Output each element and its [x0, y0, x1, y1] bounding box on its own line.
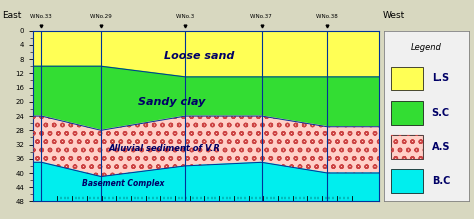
Text: W.No.37: W.No.37: [250, 14, 273, 19]
Text: W.No.3: W.No.3: [176, 14, 195, 19]
Text: East: East: [2, 11, 21, 20]
Bar: [391, 135, 423, 159]
Text: B.C: B.C: [432, 176, 450, 186]
Bar: [391, 67, 423, 90]
Text: W.No.29: W.No.29: [90, 14, 112, 19]
Polygon shape: [33, 66, 379, 130]
Polygon shape: [33, 31, 379, 77]
Bar: [391, 135, 423, 159]
Text: S.C: S.C: [432, 108, 450, 118]
Text: Sandy clay: Sandy clay: [138, 97, 205, 107]
Text: Basement Complex: Basement Complex: [82, 179, 164, 188]
Text: W.No.33: W.No.33: [30, 14, 53, 19]
Text: West: West: [383, 11, 405, 20]
Bar: [391, 169, 423, 193]
Polygon shape: [33, 162, 379, 201]
Text: Legend: Legend: [411, 43, 442, 52]
Text: Alluvial sediment of V.R: Alluvial sediment of V.R: [109, 144, 220, 153]
Polygon shape: [33, 116, 379, 177]
Text: A.S: A.S: [432, 142, 450, 152]
Bar: [391, 101, 423, 125]
Text: W.No.38: W.No.38: [316, 14, 338, 19]
Text: Loose sand: Loose sand: [164, 51, 235, 61]
Text: L.S: L.S: [432, 74, 449, 83]
